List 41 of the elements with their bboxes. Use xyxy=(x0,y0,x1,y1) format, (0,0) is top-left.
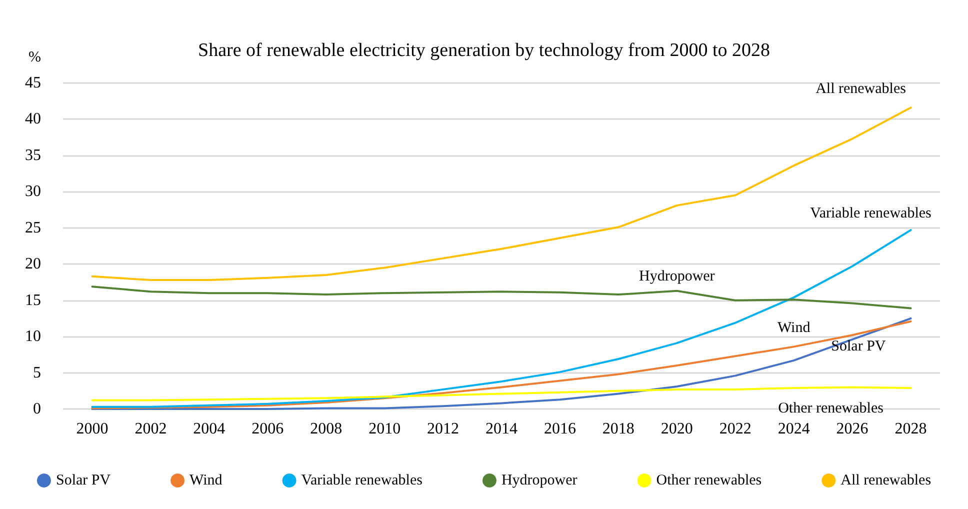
text: Other renewables xyxy=(778,400,884,416)
legend-label: Wind xyxy=(190,472,223,488)
line-series xyxy=(91,286,912,310)
y-tick-label: 20 xyxy=(25,256,41,273)
x-tick-label: 2022 xyxy=(719,420,752,438)
y-tick-label: 10 xyxy=(25,328,41,346)
legend-label: All renewables xyxy=(840,472,932,488)
x-tick-label: 2028 xyxy=(894,420,927,438)
x-tick-label: 2024 xyxy=(778,420,810,438)
x-tick-label: 2000 xyxy=(76,420,108,438)
y-tick-label: 0 xyxy=(33,400,41,418)
y-tick-label: 15 xyxy=(25,292,41,309)
y-tick-label: 35 xyxy=(25,146,41,164)
x-tick-label: 2012 xyxy=(427,420,460,438)
x-tick-label: 2020 xyxy=(660,420,693,438)
text: Hydropower xyxy=(638,268,715,284)
x-tick-label: 2026 xyxy=(836,420,868,438)
y-tick-label: 5 xyxy=(33,364,41,382)
x-tick-label: 2016 xyxy=(544,420,576,438)
y-tick-label: 30 xyxy=(25,183,41,200)
y-tick-label: 25 xyxy=(25,219,41,236)
legend-label: Other renewables xyxy=(656,472,762,488)
y-tick-label: 40 xyxy=(25,110,41,128)
x-tick-label: 2010 xyxy=(368,420,401,438)
text: Wind xyxy=(777,320,810,336)
y-tick-label: 45 xyxy=(25,74,41,92)
text: Solar PV xyxy=(831,338,886,354)
legend-label: Variable renewables xyxy=(301,472,423,488)
y-axis-title: % xyxy=(28,50,41,66)
x-tick-label: 2004 xyxy=(193,420,226,438)
text: All renewables xyxy=(816,81,906,98)
x-tick-label: 2002 xyxy=(134,420,167,438)
line-series xyxy=(91,386,912,402)
text: Variable renewables xyxy=(810,206,932,222)
legend-label: Solar PV xyxy=(56,472,111,488)
x-tick-label: 2006 xyxy=(252,420,284,438)
x-tick-label: 2008 xyxy=(310,420,342,438)
x-tick-label: 2014 xyxy=(486,420,518,438)
x-tick-label: 2018 xyxy=(602,420,634,438)
legend-label: Hydropower xyxy=(501,472,578,488)
chart-title: Share of renewable electricity generation by technology from 2000 to 2028 xyxy=(198,40,770,61)
